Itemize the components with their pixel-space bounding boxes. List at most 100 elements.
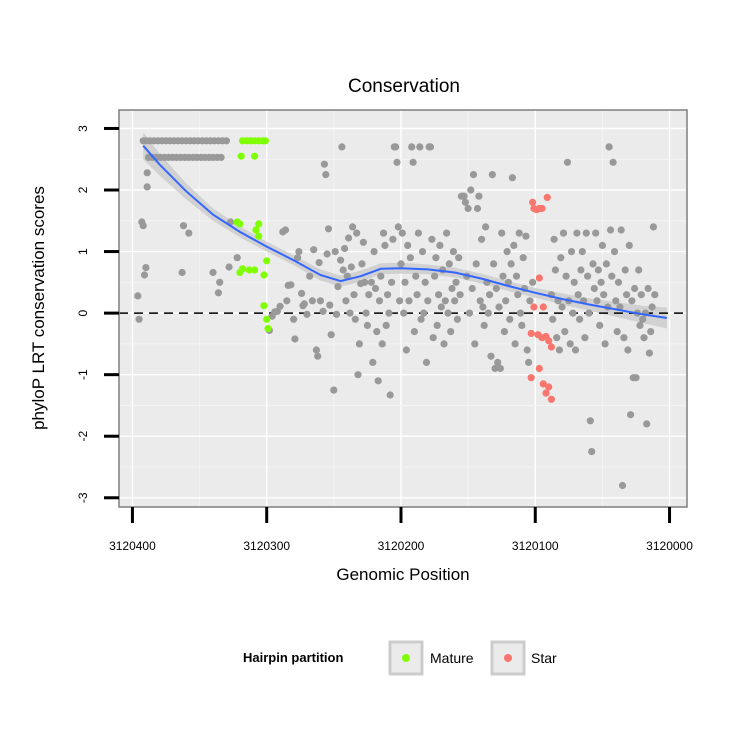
point-other — [377, 272, 385, 280]
point-other — [549, 315, 557, 323]
y-tick-label: -3 — [76, 492, 90, 503]
point-other — [498, 229, 506, 237]
point-other — [375, 297, 384, 305]
point-other — [447, 328, 455, 336]
point-other — [214, 289, 222, 297]
point-other — [209, 268, 217, 277]
point-other — [400, 309, 408, 317]
point-other — [290, 315, 298, 323]
point-other — [345, 234, 353, 242]
point-other — [445, 260, 453, 268]
point-other — [570, 278, 578, 286]
point-other — [417, 315, 425, 323]
point-other — [486, 291, 494, 299]
point-other — [518, 321, 526, 329]
point-other — [436, 241, 444, 249]
point-other — [134, 292, 142, 300]
point-other — [465, 309, 474, 317]
point-other — [298, 289, 306, 297]
point-other — [618, 481, 627, 490]
point-other — [179, 222, 188, 230]
point-other — [602, 260, 611, 268]
point-mature — [238, 265, 247, 273]
point-other — [369, 358, 377, 366]
point-other — [330, 386, 338, 394]
point-other — [295, 248, 303, 256]
point-other — [644, 284, 652, 293]
point-other — [582, 229, 590, 237]
point-other — [431, 272, 439, 280]
point-star — [539, 380, 547, 388]
point-other — [398, 229, 406, 237]
point-other — [627, 411, 635, 419]
legend-label-mature: Mature — [430, 650, 474, 666]
point-other — [303, 310, 311, 318]
point-other — [558, 303, 566, 311]
point-other — [631, 284, 639, 293]
point-other — [569, 309, 577, 317]
point-other — [140, 271, 149, 279]
y-tick-label: 0 — [76, 309, 90, 316]
point-other — [557, 254, 565, 262]
point-other — [589, 260, 597, 268]
point-star — [543, 193, 551, 201]
point-other — [523, 346, 531, 354]
point-other — [373, 328, 381, 336]
point-other — [389, 235, 397, 243]
point-other — [392, 143, 400, 151]
point-other — [525, 358, 533, 366]
point-other — [484, 309, 492, 317]
point-other — [142, 264, 150, 272]
point-mature — [251, 266, 259, 274]
point-other — [374, 377, 382, 385]
point-other — [511, 340, 519, 348]
point-other — [281, 226, 290, 234]
point-other — [322, 171, 330, 179]
point-other — [475, 192, 483, 200]
y-axis: 3 2 1 0 -1 -2 -3 — [76, 125, 119, 503]
point-other — [573, 229, 581, 237]
point-other — [385, 309, 393, 317]
point-other — [610, 248, 619, 256]
point-mature — [251, 152, 259, 160]
point-other — [283, 297, 291, 305]
point-other — [337, 256, 345, 264]
y-axis-title: phyloP LRT conservation scores — [29, 186, 48, 430]
point-other — [135, 315, 143, 323]
y-tick-label: 2 — [76, 186, 90, 193]
point-other — [409, 158, 417, 166]
point-other — [623, 291, 631, 299]
point-other — [384, 291, 392, 299]
point-other — [382, 321, 390, 329]
point-other — [468, 284, 476, 293]
point-star — [542, 389, 550, 397]
point-other — [359, 238, 367, 246]
y-tick-label: -2 — [76, 431, 90, 442]
point-other — [222, 137, 230, 145]
point-other — [464, 204, 472, 213]
point-other — [609, 158, 617, 166]
point-other — [492, 284, 500, 293]
point-other — [606, 226, 615, 234]
point-other — [507, 260, 515, 268]
point-other — [598, 241, 607, 249]
point-other — [472, 260, 480, 268]
point-other — [628, 297, 636, 305]
x-tick-label: 3120000 — [646, 539, 693, 553]
point-other — [614, 278, 623, 286]
point-other — [588, 448, 596, 456]
point-star — [527, 329, 535, 337]
point-other — [426, 143, 435, 151]
point-other — [378, 340, 386, 348]
point-other — [310, 246, 318, 254]
point-other — [420, 309, 428, 317]
point-other — [410, 328, 418, 336]
point-other — [362, 309, 370, 317]
point-other — [433, 321, 441, 329]
point-other — [334, 283, 342, 291]
point-other — [381, 241, 389, 249]
point-other — [467, 186, 475, 194]
point-other — [647, 328, 655, 336]
point-other — [412, 272, 420, 280]
point-other — [620, 334, 628, 342]
